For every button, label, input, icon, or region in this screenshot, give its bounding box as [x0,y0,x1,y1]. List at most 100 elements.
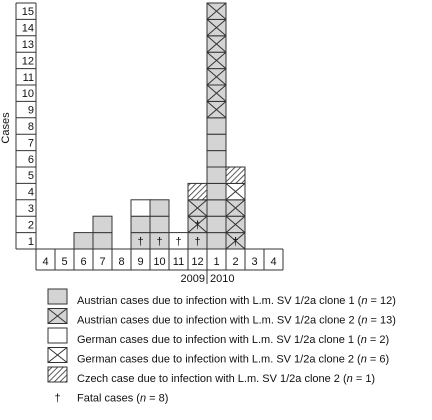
legend-label-text: Czech case due to infection with L.m. SV… [77,373,347,385]
bar-cell-cross [206,68,227,86]
legend-label-text: Fatal cases ( [77,393,140,405]
bar-cell-cross [225,215,246,233]
legend-label-count: = 12) [367,295,395,307]
fatal-case-marker: † [137,236,143,248]
bar-cell-austrian-clone1 [206,166,227,184]
x-month-label: 12 [191,256,203,268]
y-tick-label: 11 [23,72,34,84]
x-month-label: 2 [232,256,238,268]
legend-label-text: German cases due to infection with L.m. … [77,334,361,346]
legend-label-count: = 2) [367,334,389,346]
x-month-label: 7 [99,256,105,268]
legend-label-count: = 1) [353,373,375,385]
legend-label: Austrian cases due to infection with L.m… [77,315,396,327]
bar-cell-cross [206,51,227,69]
y-tick-label: 15 [22,6,34,18]
bar-cell-austrian-clone1 [149,215,170,234]
bar-cell-austrian-clone1 [92,215,113,234]
legend-label-n: n [361,295,367,307]
chart-legend: Austrian cases due to infection with L.m… [47,288,396,405]
legend-label-text: German cases due to infection with L.m. … [77,354,361,366]
legend-label: German cases due to infection with L.m. … [77,334,389,346]
y-tick-label: 10 [22,88,34,100]
bar-cell-austrian-clone1 [47,288,68,305]
bar-cell-austrian-clone1 [206,199,227,217]
x-month-label: 10 [153,256,165,268]
y-axis-label: Cases [0,112,12,144]
x-month-label: 5 [61,256,67,268]
bar-cell-austrian-clone1 [130,215,151,234]
bar-cell-cross [206,35,227,53]
bar-cell-austrian-clone1 [206,133,227,152]
x-month-label: 6 [80,256,86,268]
x-year-label: 2010 [210,273,234,285]
bar-cell-czech-clone2 [225,166,246,184]
y-tick-label: 4 [28,187,34,199]
bar-cell-austrian-clone1 [149,199,170,217]
bar-cell-cross [206,84,227,102]
y-tick-label: 5 [28,170,34,182]
bar-cell-cross [206,2,227,20]
fatal-case-marker: † [194,219,200,231]
bar-cell-cross [47,308,68,324]
fatal-case-marker: † [232,236,238,248]
x-month-label: 11 [173,256,184,268]
bar-cell-austrian-clone1 [206,182,227,201]
bar-cell-cross [47,347,68,363]
bar-cell-cross [225,232,246,250]
bar-cell-cross [187,199,208,217]
legend-label-count: = 8) [146,393,168,405]
legend-fatal-symbol: † [54,393,60,405]
bar-cell-cross [206,19,227,37]
bar-cell-austrian-clone1 [92,232,113,250]
y-tick-label: 1 [28,236,34,248]
bar-cell-czech-clone2 [47,366,68,383]
x-month-label: 3 [251,256,257,268]
legend-label-n: n [361,354,367,366]
x-year-label: 2009 [181,273,205,285]
x-month-label: 8 [118,256,124,268]
fatal-case-marker: † [175,236,181,248]
x-month-label: 1 [213,256,219,268]
legend-label-count: = 6) [367,354,389,366]
y-tick-label: 3 [28,203,34,215]
bar-cell-austrian-clone1 [206,117,227,135]
legend-label: Fatal cases (n = 8) [77,393,168,405]
y-tick-label: 2 [28,219,34,231]
bar-cell-cross [225,183,246,201]
y-tick-label: 6 [28,154,34,166]
legend-label: Austrian cases due to infection with L.m… [77,295,396,307]
fatal-case-marker: † [156,236,162,248]
legend-label: German cases due to infection with L.m. … [77,354,389,366]
y-tick-label: 14 [22,23,34,35]
bar-cell-cross [225,199,246,217]
y-tick-label: 7 [28,137,34,149]
y-tick-label: 12 [22,55,34,67]
legend-label-n: n [347,373,353,385]
legend-label-text: Austrian cases due to infection with L.m… [77,315,362,327]
bar-cell-austrian-clone1 [73,232,94,250]
bar-cell-german-clone1 [47,327,68,344]
fatal-case-marker: † [194,236,200,248]
bar-cell-austrian-clone1 [206,150,227,168]
chart-bars: † † † † † † [73,2,246,250]
legend-label-n: n [140,393,146,405]
legend-label-n: n [361,315,367,327]
legend-label: Czech case due to infection with L.m. SV… [77,373,375,385]
x-month-label: 4 [42,256,48,268]
bar-cell-cross [187,215,208,233]
y-tick-label: 13 [22,39,34,51]
bar-cell-german-clone1 [130,199,151,217]
bar-cell-austrian-clone1 [206,215,227,234]
x-month-label: 4 [270,256,276,268]
y-tick-label: 9 [28,105,34,117]
x-month-label: 9 [137,256,143,268]
bar-cell-cross [206,101,227,119]
bar-cell-austrian-clone1 [206,232,227,250]
bar-cell-czech-clone2 [187,182,208,201]
legend-label-count: = 13) [367,315,395,327]
y-tick-label: 8 [28,121,34,133]
legend-label-text: Austrian cases due to infection with L.m… [77,295,362,307]
